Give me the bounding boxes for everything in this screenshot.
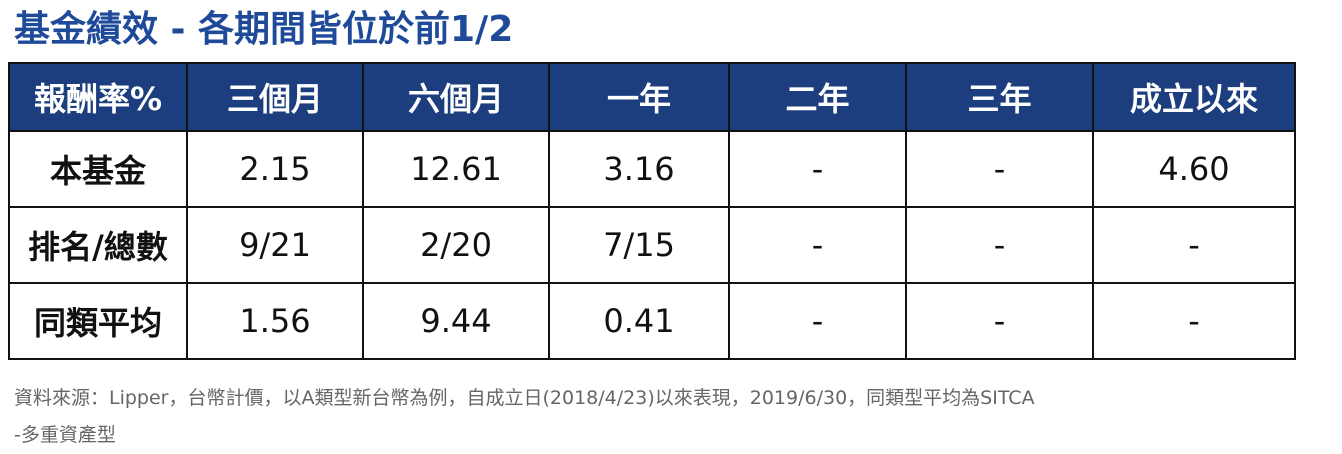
performance-table: 報酬率% 三個月 六個月 一年 二年 三年 成立以來 本基金 2.15 12.61 3.16- -4… [8, 62, 1296, 360]
table-cell: 9.44 [362, 282, 550, 360]
table-cell: - [905, 206, 1094, 284]
table-cell: 12.61 [362, 130, 550, 208]
table-row: 本基金 2.15 12.61 3.16- -4.60 [8, 130, 1296, 208]
table-cell: 7/15 [548, 206, 730, 284]
header-cell: 一年 [548, 62, 730, 132]
table-cell: - [1092, 282, 1296, 360]
title: 基金績效 - 各期間皆位於前1/2 [14, 9, 514, 50]
table-cell: - [905, 282, 1094, 360]
table-cell: - [728, 206, 907, 284]
row-label: 同類平均 [8, 282, 188, 360]
table-cell: 2/20 [362, 206, 550, 284]
table-cell: - [1092, 206, 1296, 284]
header-row: 報酬率% 三個月 六個月 一年 二年 三年 成立以來 [8, 62, 1296, 132]
row-label: 本基金 [8, 130, 188, 208]
table-cell: 3.16 [548, 130, 730, 208]
table-cell: 2.15 [186, 130, 364, 208]
table-row: 排名/總數 9/21 2/20 7/15- - - [8, 206, 1296, 284]
footnote-line: 資料來源：Lipper，台幣計價，以A類型新台幣為例，自成立日(2018/4/2… [14, 387, 1035, 409]
header-cell: 六個月 [362, 62, 550, 132]
table-cell: - [905, 130, 1094, 208]
table-cell: - [728, 130, 907, 208]
header-cell: 二年 [728, 62, 907, 132]
table-cell: 9/21 [186, 206, 364, 284]
header-cell: 報酬率% [8, 62, 188, 132]
header-cell: 三個月 [186, 62, 364, 132]
table-cell: 4.60 [1092, 130, 1296, 208]
table-cell: 1.56 [186, 282, 364, 360]
header-cell: 三年 [905, 62, 1094, 132]
table-cell: - [728, 282, 907, 360]
table-cell: 0.41 [548, 282, 730, 360]
header-cell: 成立以來 [1092, 62, 1296, 132]
footnote-line: -多重資產型 [14, 424, 116, 446]
footnote: 資料來源：Lipper，台幣計價，以A類型新台幣為例，自成立日(2018/4/2… [14, 380, 1035, 454]
table-row: 同類平均 1.56 9.44 0.41- - - [8, 282, 1296, 360]
row-label: 排名/總數 [8, 206, 188, 284]
table-body: 本基金 2.15 12.61 3.16- -4.60 排名/總數 9/21 2/20 7/15-… [8, 130, 1296, 360]
